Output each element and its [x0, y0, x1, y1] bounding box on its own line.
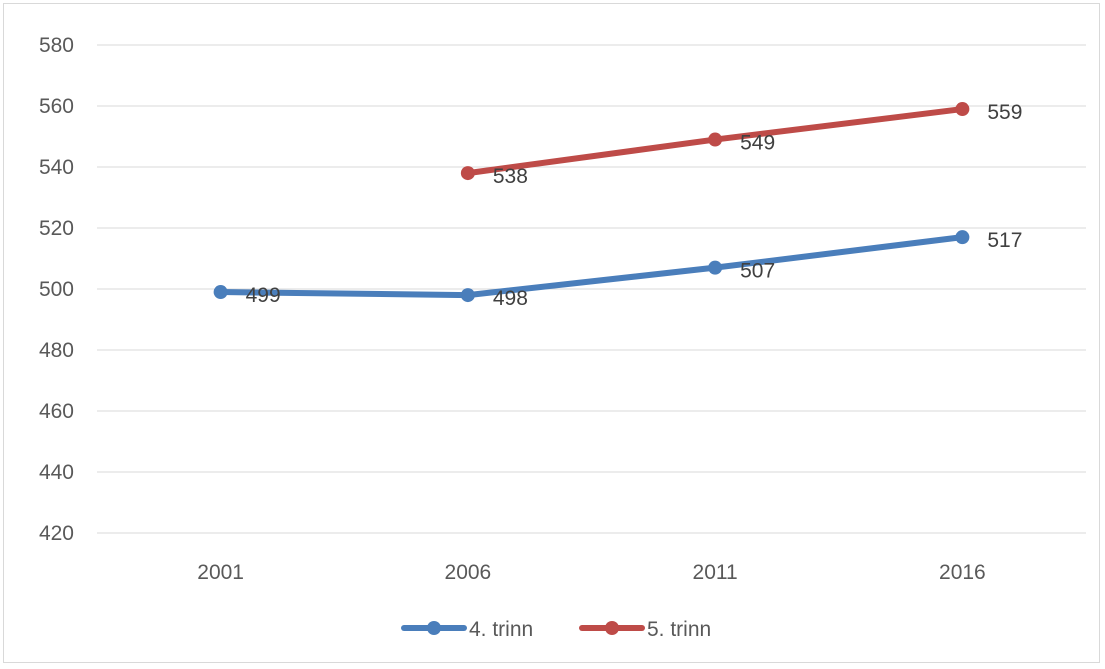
data-label: 499 — [246, 284, 281, 307]
y-tick-label: 560 — [39, 95, 74, 118]
legend-label: 4. trinn — [469, 618, 533, 641]
series-line — [217, 234, 966, 299]
data-label: 538 — [493, 165, 528, 188]
gridlines — [97, 44, 1086, 534]
data-point — [955, 102, 970, 117]
line-chart: 420 440 460 480 500 520 540 560 580 2001 2006 2011… — [39, 34, 1086, 641]
y-tick-label: 420 — [39, 522, 74, 545]
data-point — [213, 285, 228, 300]
legend: 4. trinn 5. trinn — [401, 618, 711, 641]
legend-label: 5. trinn — [647, 618, 711, 641]
data-point — [708, 260, 723, 275]
legend-swatch-marker — [605, 621, 619, 635]
y-tick-label: 580 — [39, 34, 74, 57]
x-tick-label: 2011 — [693, 561, 738, 584]
data-point — [708, 132, 723, 147]
y-tick-label: 440 — [39, 461, 74, 484]
data-label: 559 — [987, 101, 1022, 124]
legend-swatch-marker — [427, 621, 441, 635]
series-1 — [213, 230, 970, 303]
data-point — [460, 166, 475, 181]
data-labels: 499 498 507 517 538 549 559 — [246, 101, 1023, 310]
x-axis: 2001 2006 2011 2016 — [197, 561, 985, 584]
legend-item: 4. trinn — [401, 618, 533, 641]
x-tick-label: 2001 — [197, 561, 244, 584]
y-axis: 420 440 460 480 500 520 540 560 580 — [39, 34, 74, 545]
x-tick-label: 2016 — [939, 561, 986, 584]
y-tick-label: 500 — [39, 278, 74, 301]
y-tick-label: 540 — [39, 156, 74, 179]
data-label: 507 — [740, 260, 775, 283]
y-tick-label: 460 — [39, 400, 74, 423]
chart-area: 420 440 460 480 500 520 540 560 580 2001 2006 2011… — [3, 3, 1100, 663]
series-2 — [460, 102, 970, 181]
y-tick-label: 480 — [39, 339, 74, 362]
x-tick-label: 2006 — [445, 561, 492, 584]
data-point — [955, 230, 970, 245]
series-lines — [213, 102, 970, 303]
data-label: 498 — [493, 287, 528, 310]
data-label: 517 — [987, 229, 1022, 252]
data-label: 549 — [740, 132, 775, 155]
data-point — [460, 288, 475, 303]
legend-item: 5. trinn — [579, 618, 711, 641]
y-tick-label: 520 — [39, 217, 74, 240]
